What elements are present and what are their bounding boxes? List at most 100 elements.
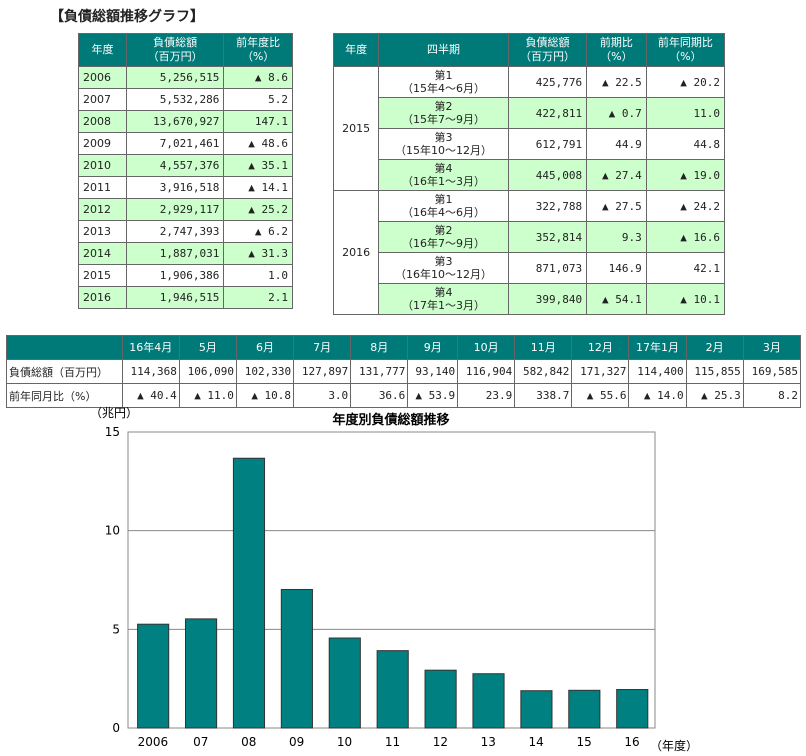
amount-cell: 2,747,393 xyxy=(125,220,225,243)
change-cell: 2.1 xyxy=(223,286,293,309)
x-tick-label: 12 xyxy=(433,735,448,749)
change-cell: ▲ 8.6 xyxy=(223,66,293,89)
x-tick-label: 08 xyxy=(241,735,256,749)
month-header: 8月 xyxy=(350,335,409,360)
value-cell: ▲ 40.4 xyxy=(121,383,180,408)
amount-cell: 399,840 xyxy=(507,283,588,315)
month-header: 12月 xyxy=(571,335,630,360)
bar xyxy=(424,669,457,729)
table-row: 2006 5,256,515 ▲ 8.6 xyxy=(78,66,293,89)
table-row: 2011 3,916,518 ▲ 14.1 xyxy=(78,176,293,199)
bar xyxy=(472,673,505,729)
bar xyxy=(520,690,553,729)
qoq-cell: 146.9 xyxy=(586,252,647,284)
quarter-cell: 第3 （15年10～12月） xyxy=(378,128,509,160)
column-header: 負債総額 （百万円） xyxy=(125,33,225,67)
bar xyxy=(232,457,266,729)
bar xyxy=(568,689,601,729)
value-cell: 582,842 xyxy=(514,359,573,384)
y-tick-label: 5 xyxy=(112,622,120,636)
x-tick-label: 13 xyxy=(481,735,496,749)
amount-cell: 1,946,515 xyxy=(125,286,225,309)
bar xyxy=(328,637,361,729)
quarter-cell: 第4 （16年1～3月） xyxy=(378,159,509,191)
year-cell: 2010 xyxy=(78,154,127,177)
table-row: 第2 （15年7～9月） 422,811 ▲ 0.7 11.0 xyxy=(334,97,726,129)
month-header: 9月 xyxy=(407,335,459,360)
table-row: 2015 第1 （15年4～6月） 425,776 ▲ 22.5 ▲ 20.2 xyxy=(332,66,726,191)
x-tick-label: 10 xyxy=(337,735,352,749)
yoy-cell: ▲ 10.1 xyxy=(645,283,726,315)
column-header: 前期比 （%） xyxy=(586,33,647,67)
value-cell: ▲ 14.0 xyxy=(628,383,687,408)
value-cell: 114,400 xyxy=(628,359,687,384)
qoq-cell: 9.3 xyxy=(586,221,647,253)
table-row: 2013 2,747,393 ▲ 6.2 xyxy=(78,220,293,243)
year-cell: 2014 xyxy=(78,242,127,265)
amount-cell: 1,906,386 xyxy=(125,264,225,287)
table-row: 負債総額（百万円） 114,368 106,090 102,330 127,897 131… xyxy=(6,359,802,384)
year-cell: 2016 xyxy=(332,190,380,315)
table-row: 第2 （16年7～9月） 352,814 9.3 ▲ 16.6 xyxy=(334,221,726,253)
value-cell: ▲ 10.8 xyxy=(235,383,295,408)
amount-cell: 5,532,286 xyxy=(125,88,225,111)
y-tick-label: 15 xyxy=(105,425,120,439)
year-cell: 2016 xyxy=(78,286,127,309)
quarter-cell: 第1 （15年4～6月） xyxy=(378,66,509,98)
table-row: 2016 第1 （16年4～6月） 322,788 ▲ 27.5 ▲ 24.2 xyxy=(332,190,726,315)
month-header: 6月 xyxy=(235,335,295,360)
column-header: 負債総額 （百万円） xyxy=(507,33,588,67)
amount-cell: 1,887,031 xyxy=(125,242,225,265)
year-cell: 2009 xyxy=(78,132,127,155)
value-cell: ▲ 53.9 xyxy=(407,383,459,408)
year-cell: 2015 xyxy=(78,264,127,287)
quarter-cell: 第3 （16年10～12月） xyxy=(378,252,509,284)
month-header: 5月 xyxy=(178,335,237,360)
year-cell: 2008 xyxy=(78,110,127,133)
table-row: 2012 2,929,117 ▲ 25.2 xyxy=(78,198,293,221)
column-header: 年度 xyxy=(78,33,127,67)
x-tick-label: 09 xyxy=(289,735,304,749)
yoy-cell: ▲ 19.0 xyxy=(645,159,726,191)
monthly-debt-table: 16年4月 5月 6月 7月 8月 9月 10月 11月 12月 17年1月 2月 3月 負債総額（百万… xyxy=(6,335,802,408)
table-row: 2014 1,887,031 ▲ 31.3 xyxy=(78,242,293,265)
value-cell: 102,330 xyxy=(235,359,295,384)
month-header: 2月 xyxy=(685,335,744,360)
yoy-cell: 42.1 xyxy=(645,252,726,284)
amount-cell: 352,814 xyxy=(507,221,588,253)
amount-cell: 612,791 xyxy=(507,128,588,160)
x-tick-label: 15 xyxy=(576,735,591,749)
yoy-cell: ▲ 20.2 xyxy=(645,66,726,98)
x-tick-label: 11 xyxy=(385,735,400,749)
amount-cell: 422,811 xyxy=(507,97,588,129)
year-cell: 2015 xyxy=(332,66,380,191)
column-header: 四半期 xyxy=(378,33,509,67)
bar xyxy=(137,623,170,729)
qoq-cell: ▲ 22.5 xyxy=(586,66,647,98)
amount-cell: 322,788 xyxy=(507,190,588,222)
value-cell: ▲ 11.0 xyxy=(178,383,237,408)
amount-cell: 5,256,515 xyxy=(125,66,225,89)
yoy-cell: ▲ 24.2 xyxy=(645,190,726,222)
table-row: 2010 4,557,376 ▲ 35.1 xyxy=(78,154,293,177)
value-cell: 8.2 xyxy=(742,383,802,408)
change-cell: 5.2 xyxy=(223,88,293,111)
table-row: 2015 1,906,386 1.0 xyxy=(78,264,293,287)
quarterly-debt-table: 年度 四半期 負債総額 （百万円） 前期比 （%） 前年同期比 （%） 2015 第1 （15年4～… xyxy=(332,33,726,315)
qoq-cell: 44.9 xyxy=(586,128,647,160)
yoy-cell: ▲ 16.6 xyxy=(645,221,726,253)
x-tick-label: 07 xyxy=(193,735,208,749)
value-cell: 23.9 xyxy=(457,383,516,408)
quarter-cell: 第2 （15年7～9月） xyxy=(378,97,509,129)
qoq-cell: ▲ 54.1 xyxy=(586,283,647,315)
y-axis-label: （兆円） xyxy=(90,406,138,420)
quarter-cell: 第2 （16年7～9月） xyxy=(378,221,509,253)
change-cell: ▲ 25.2 xyxy=(223,198,293,221)
amount-cell: 13,670,927 xyxy=(125,110,225,133)
value-cell: 169,585 xyxy=(742,359,802,384)
corner-header xyxy=(6,335,123,360)
yoy-cell: 11.0 xyxy=(645,97,726,129)
value-cell: 338.7 xyxy=(514,383,573,408)
amount-cell: 7,021,461 xyxy=(125,132,225,155)
change-cell: ▲ 35.1 xyxy=(223,154,293,177)
